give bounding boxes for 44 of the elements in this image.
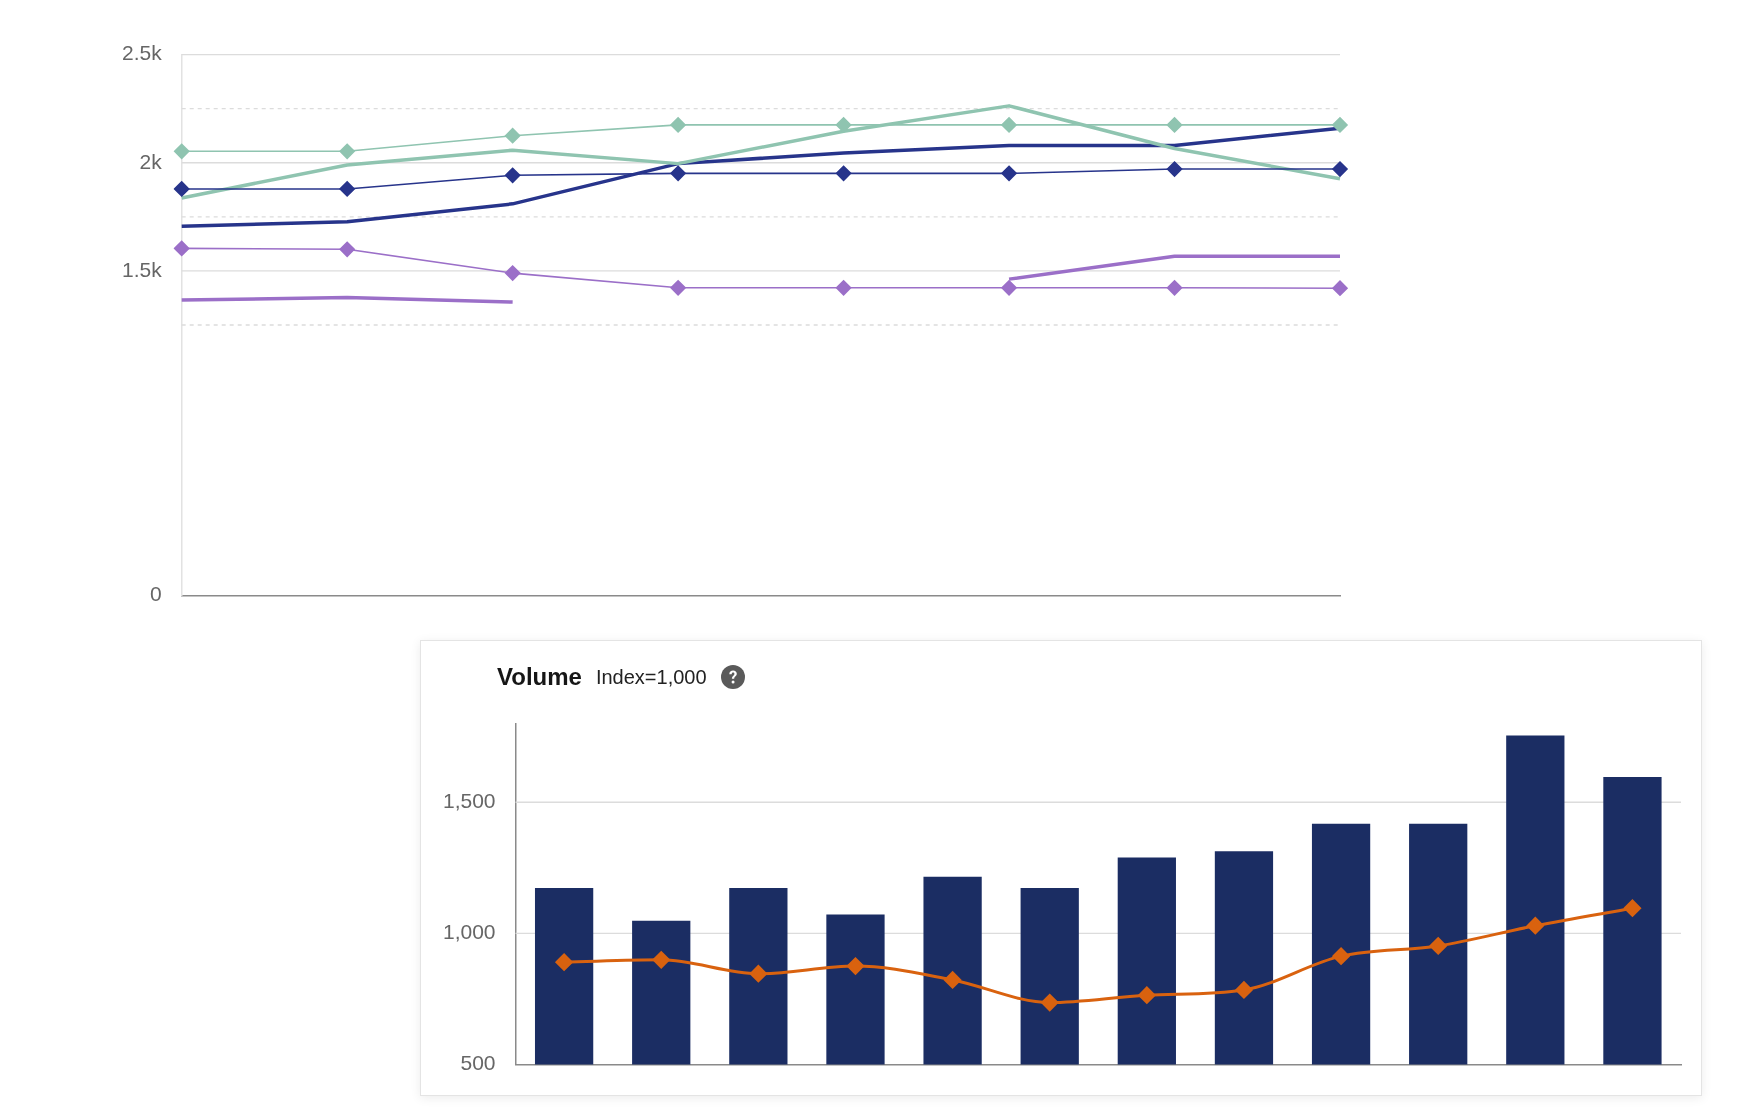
- point: [1041, 994, 1059, 1012]
- y-tick-label: 1,500: [442, 789, 496, 813]
- y-tick-label: 0: [150, 582, 162, 606]
- point: [835, 279, 852, 296]
- point: [1138, 986, 1156, 1004]
- point: [670, 165, 686, 182]
- point: [1332, 161, 1348, 177]
- point: [846, 957, 864, 975]
- chart-subtitle: Index=1,000: [595, 665, 707, 689]
- point: [944, 971, 962, 989]
- point: [339, 143, 355, 160]
- point: [173, 181, 190, 197]
- point: [555, 953, 573, 971]
- y-tick-label: 500: [460, 1051, 496, 1075]
- point: [1526, 917, 1544, 935]
- point: [1001, 117, 1017, 133]
- point: [173, 240, 190, 257]
- point: [1235, 981, 1253, 999]
- point: [835, 165, 852, 182]
- point: [749, 965, 767, 983]
- point: [1166, 117, 1183, 133]
- y-tick-label: 2k: [139, 149, 163, 173]
- point: [504, 265, 521, 281]
- point: [1332, 117, 1348, 133]
- y-tick-label: 1.5k: [121, 257, 163, 281]
- point: [1001, 279, 1017, 296]
- point: [1332, 947, 1350, 965]
- point: [1623, 899, 1641, 917]
- point: [1166, 279, 1183, 296]
- point: [670, 117, 686, 133]
- point: [1166, 161, 1183, 177]
- chart-title: Volume: [497, 663, 582, 691]
- point: [504, 127, 521, 144]
- point: [1429, 937, 1447, 955]
- point: [173, 143, 190, 160]
- y-tick-label: 2.5k: [121, 41, 163, 65]
- point: [652, 951, 670, 969]
- point: [1001, 165, 1017, 182]
- point: [339, 181, 355, 197]
- point: [339, 241, 355, 258]
- point: [504, 167, 521, 184]
- point: [670, 279, 686, 296]
- point: [1332, 280, 1348, 297]
- y-tick-label: 1,000: [442, 920, 496, 944]
